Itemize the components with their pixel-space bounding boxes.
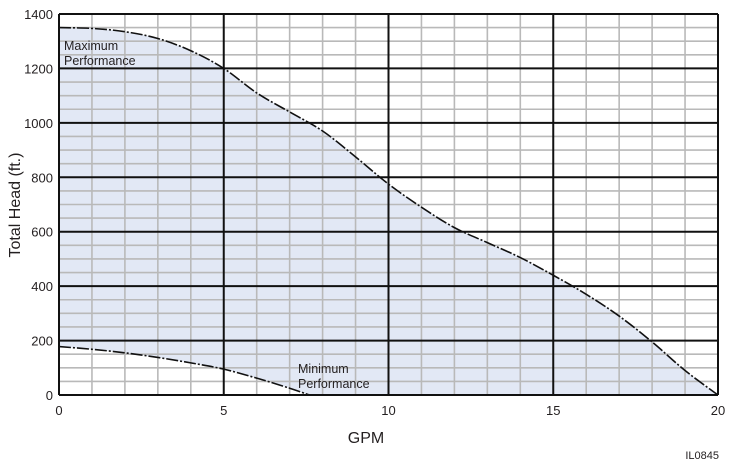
y-tick-label: 800	[31, 170, 53, 185]
y-axis-title: Total Head (ft.)	[7, 153, 24, 258]
max-performance-label-line1: Maximum	[64, 39, 118, 53]
performance-curves	[58, 26, 719, 396]
y-tick-label: 400	[31, 279, 53, 294]
x-axis-title: GPM	[348, 430, 384, 447]
x-tick-label: 0	[55, 403, 62, 418]
y-tick-label: 1400	[24, 7, 53, 22]
minimum-performance-curve	[58, 345, 310, 396]
x-tick-label: 5	[220, 403, 227, 418]
max-performance-label-line2: Performance	[64, 54, 136, 68]
maximum-performance-curve	[58, 26, 719, 396]
y-tick-label: 1200	[24, 61, 53, 76]
major-grid	[58, 13, 719, 396]
min-performance-label-line1: Minimum	[298, 362, 349, 376]
min-performance-label-line2: Performance	[298, 377, 370, 391]
x-tick-label: 20	[711, 403, 725, 418]
y-tick-label: 600	[31, 225, 53, 240]
y-tick-label: 200	[31, 334, 53, 349]
y-tick-label: 1000	[24, 116, 53, 131]
y-tick-label: 0	[46, 388, 53, 403]
x-tick-label: 10	[381, 403, 395, 418]
x-tick-label: 15	[546, 403, 560, 418]
figure-id: IL0845	[685, 450, 719, 462]
